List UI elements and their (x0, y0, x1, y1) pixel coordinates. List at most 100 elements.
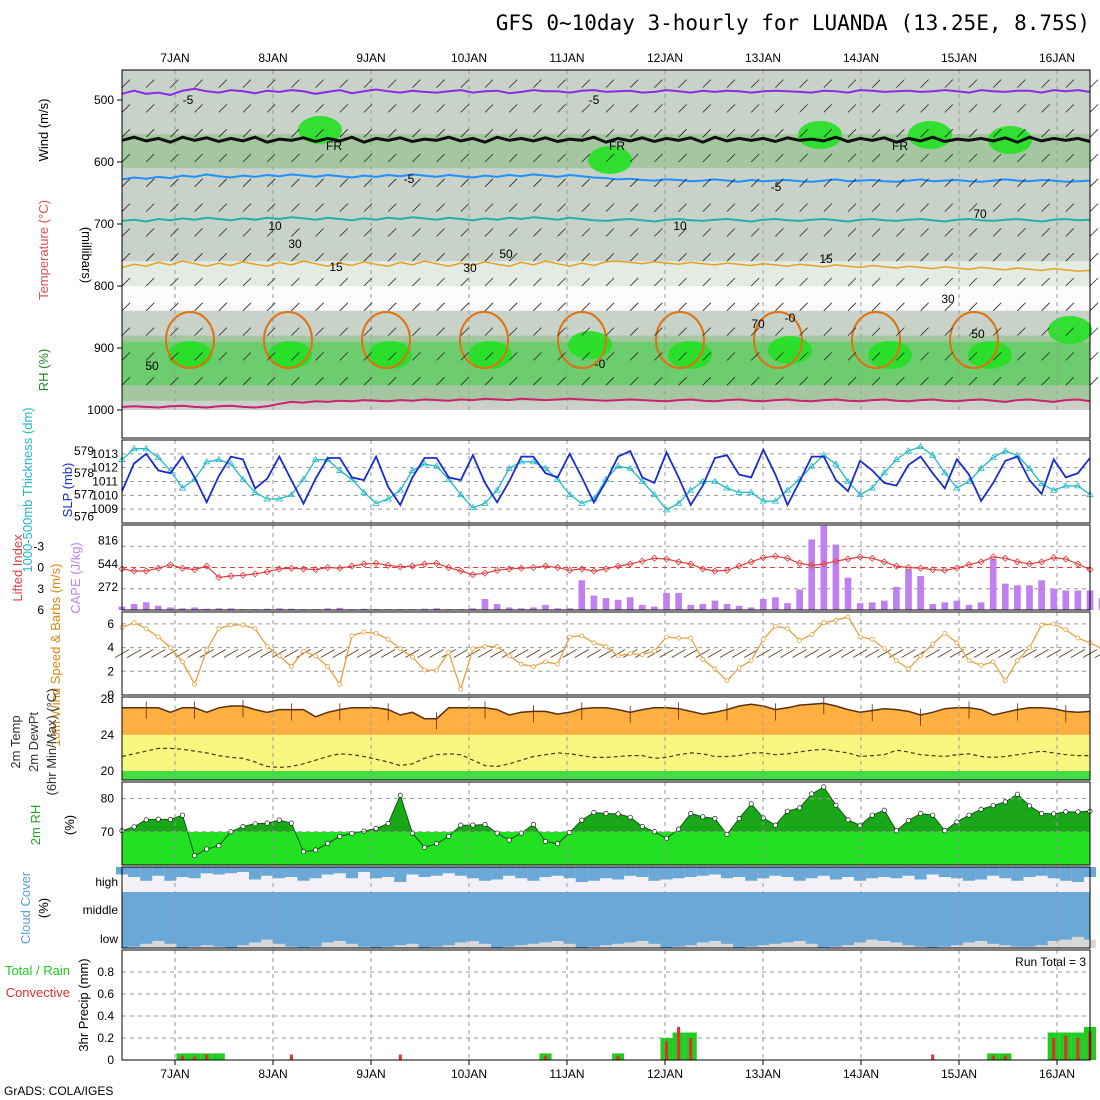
slp-frame (121, 439, 1091, 524)
wind-barb (992, 376, 1002, 386)
wind-speed-point (918, 653, 923, 659)
wind-barb (170, 302, 179, 312)
wind-barb (145, 153, 155, 163)
wind-barb (629, 302, 639, 312)
precip-convective-bar (677, 1027, 681, 1060)
wind-barb-10m (477, 649, 493, 658)
thickness-point (626, 464, 634, 471)
wind-barb (266, 153, 276, 163)
slp-ylabel: 1000-500mb Thickness (dm) SLP (mb) (20, 407, 75, 572)
wind-barb (581, 228, 591, 237)
wind-speed-point (301, 648, 306, 654)
wind-barb (605, 203, 615, 212)
wind-barb (484, 302, 494, 312)
wind-barb-10m (211, 649, 226, 658)
wind-barb (266, 252, 276, 262)
wind-barb (629, 153, 639, 163)
wind-barb (702, 302, 712, 312)
wind-barb (339, 104, 349, 113)
wind-speed-point (627, 651, 633, 656)
cloud-high-bar (1011, 867, 1024, 881)
cape-bar (1001, 583, 1009, 610)
wind-barb (750, 203, 760, 212)
rh-point (688, 811, 694, 817)
wind-barb (823, 302, 833, 312)
thickness-point (771, 497, 780, 504)
wind-barb (654, 153, 663, 163)
wind-barb (678, 277, 687, 287)
lifted-index-point (735, 562, 743, 570)
wind-barb (363, 277, 373, 287)
rh-point (700, 814, 706, 820)
wind-barb (242, 203, 252, 212)
wind-barb-10m (163, 649, 178, 658)
wind-barb (944, 128, 954, 138)
cloud-high-bar (781, 867, 794, 877)
rh-humid-cell (908, 121, 952, 149)
wind-barb (1065, 327, 1075, 336)
cloud-high-bar (224, 867, 237, 874)
lifted-index-point (675, 558, 683, 566)
wind-speed-point (748, 658, 754, 664)
upper-air-frame (121, 69, 1091, 439)
rh-ylabel-unit: (%) (62, 815, 77, 835)
wind-barb (145, 352, 155, 361)
wind-speed-point (809, 632, 815, 637)
rh-point (1063, 809, 1069, 815)
wind-barb (678, 302, 687, 312)
lifted-index-point (481, 569, 489, 577)
wind-barb-10m (586, 649, 602, 658)
wind-barb (847, 228, 857, 237)
cloud-low-bar (1047, 941, 1060, 948)
wind-barb (460, 203, 470, 212)
lifted-index-point (578, 565, 586, 573)
wind-barb-10m (877, 649, 892, 658)
wind-barb (654, 203, 663, 212)
wind-barb-10m (1046, 649, 1061, 658)
cloud-panel: high middle low Cloud Cover (%) (18, 867, 1097, 948)
thickness-point (396, 486, 405, 493)
wind-barb (412, 128, 421, 138)
wind-barb (871, 128, 881, 138)
wind-speed-point (579, 633, 585, 639)
thickness-point (384, 495, 392, 502)
precip-convective-bar (931, 1054, 935, 1060)
cape-bar (759, 598, 767, 610)
rh-point (446, 833, 452, 839)
cape-bar (856, 603, 864, 610)
wind-barb (170, 228, 179, 237)
wind-barb (581, 203, 591, 212)
cape-bar (808, 539, 816, 610)
precip-frame (121, 949, 1091, 1061)
wind-barb (823, 228, 833, 237)
lifted-index-point (215, 573, 223, 581)
cape-bar (517, 608, 525, 610)
wind-barb (605, 178, 615, 188)
thickness-point (493, 486, 501, 493)
cloud-high-bar (357, 867, 371, 872)
wind-barb-10m (356, 649, 372, 658)
wind-barb (605, 277, 615, 287)
thickness-tick-label: 578 (74, 466, 94, 480)
wind-barb (968, 104, 978, 113)
cloud-low-bar (902, 945, 915, 948)
wind-barb (654, 327, 663, 336)
cloud-low-bar (636, 941, 649, 948)
precip-convective-bar (689, 1038, 693, 1060)
cape-bar (880, 600, 888, 610)
thickness-line (121, 445, 1091, 511)
wind-barb (775, 104, 784, 113)
lifted-tick-label: 0 (37, 561, 44, 575)
wind-barb (944, 352, 954, 361)
wind-barb-10m (1022, 649, 1037, 658)
wind-barb (702, 153, 712, 163)
wind-barb (1065, 128, 1075, 138)
wind-barb (387, 327, 397, 336)
lifted-index-point (203, 562, 211, 570)
cloud-high-bar (599, 867, 613, 879)
wind-barb (678, 79, 687, 88)
wind-barb (1017, 252, 1026, 262)
thickness-point (287, 490, 296, 498)
cloud-low-bar (1035, 945, 1048, 948)
cloud-ylabel-text: Cloud Cover (18, 871, 33, 944)
